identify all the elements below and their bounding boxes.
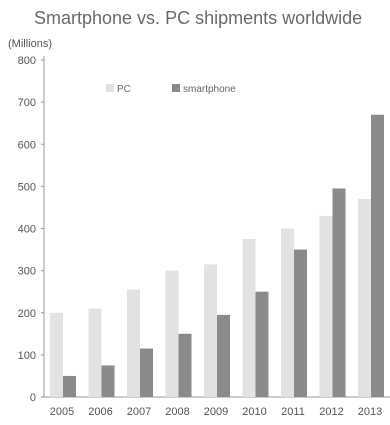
pc-bar: [165, 270, 179, 397]
y-tick-label: 800: [18, 55, 36, 67]
y-tick-label: 700: [18, 97, 36, 109]
y-tick-label: 100: [18, 350, 36, 362]
y-tick-label: 0: [30, 392, 36, 404]
legend-swatch-smartphone: [172, 84, 180, 92]
legend-label-smartphone: smartphone: [183, 84, 236, 95]
y-tick-label: 600: [18, 139, 36, 151]
pc-bar: [204, 264, 217, 397]
pc-bar: [50, 312, 63, 397]
x-tick-label: 2012: [319, 406, 343, 418]
smartphone-bar: [332, 188, 346, 397]
y-tick-label: 200: [18, 308, 36, 320]
x-tick-label: 2013: [358, 406, 382, 418]
pc-bar: [281, 228, 294, 397]
smartphone-bar: [255, 291, 269, 397]
x-tick-label: 2005: [50, 406, 74, 418]
pc-bar: [127, 289, 140, 397]
smartphone-bar: [101, 365, 115, 397]
smartphone-bar: [63, 375, 76, 397]
x-tick-label: 2010: [242, 406, 266, 418]
x-tick-label: 2007: [127, 406, 151, 418]
pc-bar: [242, 239, 256, 397]
smartphone-bar: [371, 114, 384, 397]
smartphone-bar: [294, 249, 307, 397]
legend-label-pc: PC: [117, 84, 131, 95]
pc-bar: [319, 215, 333, 397]
y-tick-label: 500: [18, 181, 36, 193]
pc-bar: [358, 199, 371, 397]
x-tick-label: 2011: [281, 406, 305, 418]
smartphone-bar: [217, 314, 230, 397]
legend-swatch-pc: [106, 84, 114, 92]
smartphone-bar: [140, 348, 153, 397]
smartphone-bar: [178, 333, 192, 397]
x-tick-label: 2009: [204, 406, 228, 418]
x-tick-label: 2008: [165, 406, 189, 418]
y-axis-unit-label: (Millions): [8, 38, 52, 50]
x-tick-label: 2006: [88, 406, 112, 418]
y-tick-label: 400: [18, 224, 36, 236]
pc-bar: [88, 308, 102, 397]
y-tick-label: 300: [18, 266, 36, 278]
chart-title: Smartphone vs. PC shipments worldwide: [34, 8, 363, 28]
